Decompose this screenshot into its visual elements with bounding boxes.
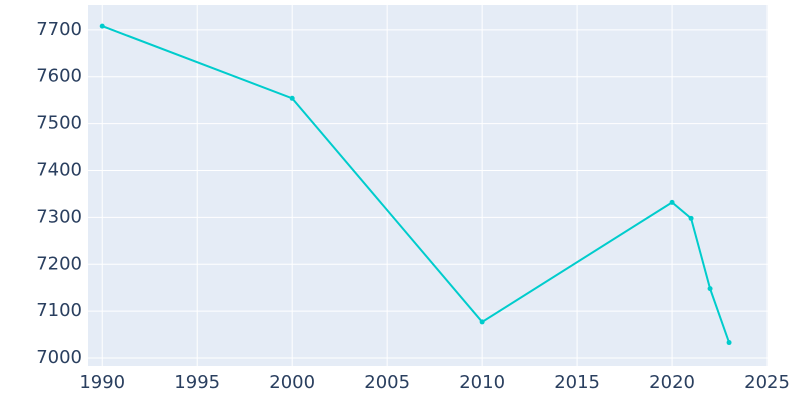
x-tick-label: 1990 [79, 372, 125, 393]
y-tick-label: 7000 [36, 347, 82, 368]
y-tick-label: 7400 [36, 159, 82, 180]
data-point [707, 286, 713, 292]
y-tick-label: 7700 [36, 19, 82, 40]
y-tick-label: 7100 [36, 300, 82, 321]
data-point [688, 215, 694, 221]
x-tick-label: 2005 [364, 372, 410, 393]
data-point [669, 199, 675, 205]
x-tick-label: 2020 [649, 372, 695, 393]
x-tick-label: 2000 [269, 372, 315, 393]
x-tick-label: 2010 [459, 372, 505, 393]
data-point [99, 23, 105, 29]
x-tick-label: 2025 [744, 372, 790, 393]
data-point [289, 95, 295, 101]
y-tick-label: 7200 [36, 253, 82, 274]
y-tick-label: 7600 [36, 66, 82, 87]
x-tick-label: 2015 [554, 372, 600, 393]
data-point [479, 319, 485, 325]
y-tick-label: 7300 [36, 206, 82, 227]
y-tick-label: 7500 [36, 113, 82, 134]
data-point [726, 340, 732, 346]
plot-area [88, 5, 768, 366]
x-tick-label: 1995 [174, 372, 220, 393]
